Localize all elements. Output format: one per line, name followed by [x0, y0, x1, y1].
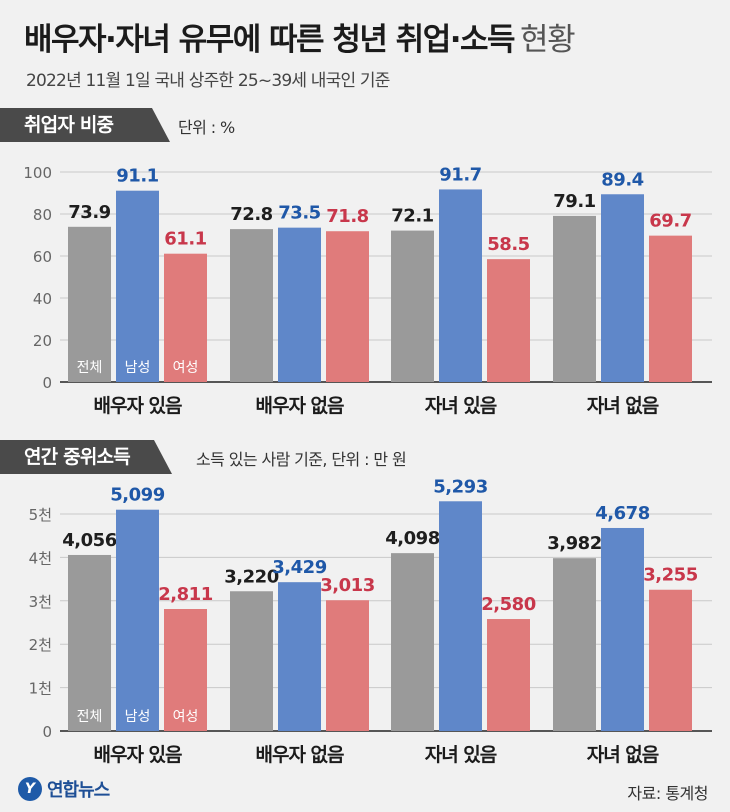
data-label: 71.8: [326, 206, 368, 227]
bar: [230, 591, 273, 731]
category-label: 자녀 있음: [425, 744, 497, 766]
data-label: 89.4: [601, 169, 643, 190]
bar: [649, 235, 692, 382]
y-tick-label: 100: [23, 164, 52, 182]
data-label: 4,678: [595, 503, 649, 524]
data-label: 73.5: [278, 203, 320, 224]
data-label: 3,220: [224, 566, 278, 587]
data-label: 72.1: [391, 206, 433, 227]
data-label: 4,098: [385, 528, 439, 549]
data-label: 4,056: [62, 530, 116, 551]
data-label: 3,429: [272, 557, 326, 578]
data-label: 58.5: [487, 234, 529, 255]
y-tick-label: 5천: [29, 506, 52, 524]
data-label: 3,982: [547, 533, 601, 554]
bar: [439, 189, 482, 382]
category-label: 배우자 있음: [93, 395, 182, 417]
bar: [601, 527, 644, 731]
yonhap-logo-text: 연합뉴스: [47, 780, 110, 801]
legend-in-bar-label: 여성: [173, 360, 199, 376]
y-tick-label: 20: [33, 332, 52, 350]
bar: [116, 509, 159, 731]
page-title: 배우자·자녀 유무에 따른 청년 취업·소득 현황: [24, 14, 576, 59]
bar: [487, 259, 530, 382]
source-note: 자료: 통계청: [627, 784, 708, 803]
yonhap-logo-icon: Y: [18, 777, 42, 801]
legend-in-bar-label: 전체: [77, 360, 103, 376]
data-label: 3,013: [320, 575, 374, 596]
bar: [439, 501, 482, 731]
bar: [391, 230, 434, 382]
data-label: 69.7: [649, 211, 691, 232]
bar: [68, 226, 111, 382]
unit-note-employment: 단위 : %: [178, 118, 235, 137]
page-title-main: 배우자·자녀 유무에 따른 청년 취업·소득: [24, 22, 516, 58]
page-subtitle: 2022년 11월 1일 국내 상주한 25~39세 내국인 기준: [26, 71, 390, 91]
bar: [553, 558, 596, 731]
section-label-income: 연간 중위소득: [0, 440, 172, 474]
category-label: 자녀 없음: [587, 395, 659, 417]
unit-note-income: 소득 있는 사람 기준, 단위 : 만 원: [196, 450, 407, 469]
bar: [278, 582, 321, 731]
data-label: 3,255: [643, 565, 697, 586]
y-tick-label: 1천: [29, 680, 52, 698]
legend-in-bar-label: 전체: [77, 709, 103, 725]
data-label: 5,099: [110, 485, 164, 506]
bar: [326, 600, 369, 731]
legend-in-bar-label: 여성: [173, 709, 199, 725]
bar: [164, 609, 207, 731]
data-label: 5,293: [433, 476, 487, 497]
bar: [391, 553, 434, 731]
category-label: 배우자 없음: [255, 395, 344, 417]
y-tick-label: 0: [42, 374, 52, 392]
bar: [487, 619, 530, 731]
data-label: 61.1: [164, 229, 206, 250]
y-tick-label: 80: [33, 206, 52, 224]
yonhap-logo: Y 연합뉴스: [18, 774, 110, 804]
section-label-employment: 취업자 비중: [0, 108, 170, 142]
y-tick-label: 2천: [29, 636, 52, 654]
data-label: 2,811: [158, 584, 212, 605]
bar: [326, 231, 369, 382]
category-label: 배우자 있음: [93, 744, 182, 766]
page-title-light: 현황: [520, 22, 576, 58]
data-label: 72.8: [230, 204, 272, 225]
bar: [553, 215, 596, 382]
bar: [68, 554, 111, 731]
category-label: 자녀 있음: [425, 395, 497, 417]
category-label: 배우자 없음: [255, 744, 344, 766]
y-tick-label: 40: [33, 290, 52, 308]
y-tick-label: 60: [33, 248, 52, 266]
data-label: 91.1: [116, 166, 158, 187]
bar: [601, 194, 644, 382]
data-label: 73.9: [68, 202, 110, 223]
legend-in-bar-label: 남성: [125, 709, 151, 725]
data-label: 79.1: [553, 191, 595, 212]
bar: [649, 589, 692, 731]
y-tick-label: 3천: [29, 593, 52, 611]
category-label: 자녀 없음: [587, 744, 659, 766]
data-label: 91.7: [439, 164, 481, 185]
y-tick-label: 4천: [29, 549, 52, 567]
bar: [164, 253, 207, 382]
y-tick-label: 0: [42, 723, 52, 741]
bar: [230, 229, 273, 382]
bar: [116, 190, 159, 382]
legend-in-bar-label: 남성: [125, 360, 151, 376]
bar: [278, 227, 321, 382]
data-label: 2,580: [481, 594, 535, 615]
